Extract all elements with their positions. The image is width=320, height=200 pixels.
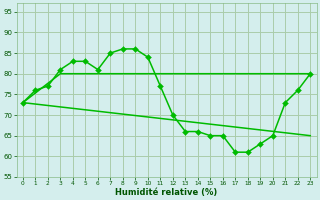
X-axis label: Humidité relative (%): Humidité relative (%) [116,188,218,197]
